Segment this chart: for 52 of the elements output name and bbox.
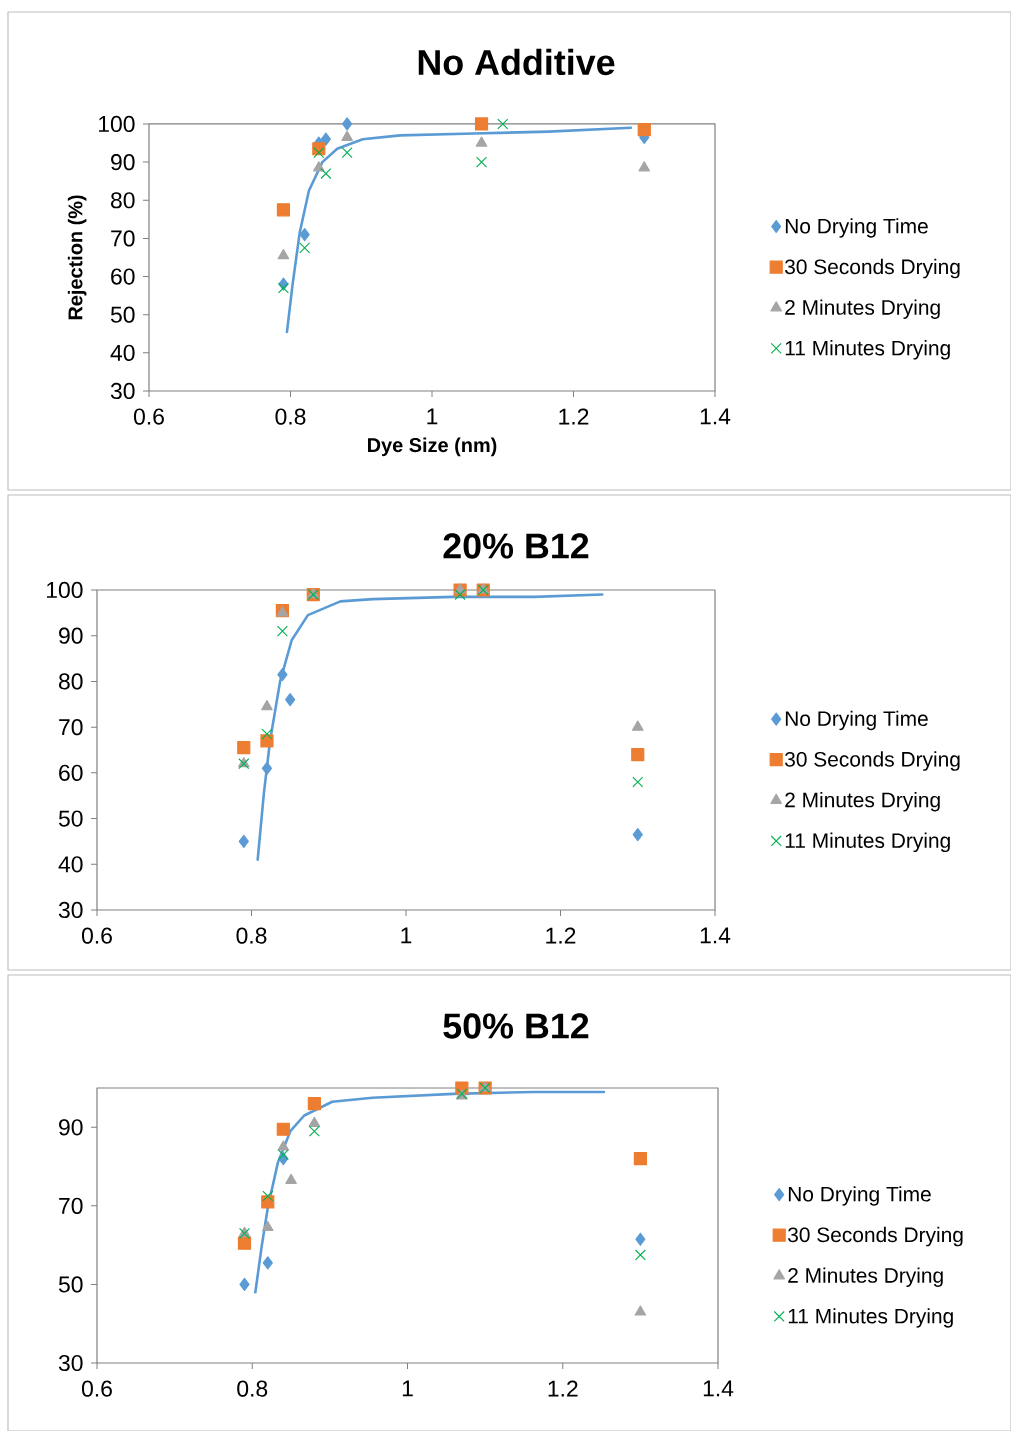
x-tick-label: 1.2 [559,408,589,425]
x-tick-label: 0.6 [81,1380,112,1397]
y-tick-label: 50 [58,810,83,827]
y-tick-label: 70 [59,1197,83,1214]
x-tick-label: 1 [401,927,412,944]
x-tick-label: 0.8 [236,927,267,944]
y-tick-label: 50 [58,1276,83,1293]
x-tick-label: 0.6 [81,927,112,944]
y-axis-title: Rejection (%) [67,195,87,320]
y-tick-label: 90 [59,627,83,644]
y-tick-label: 30 [58,901,83,919]
chart-title: No Additive [418,48,615,76]
y-tick-label: 100 [47,581,83,599]
y-tick-label: 70 [111,230,135,247]
legend-label: 30 Seconds Drying [784,751,960,771]
x-tick-label: 1.4 [700,927,731,944]
legend-label: 11 Minutes Drying [785,832,950,853]
legend-label: 30 Seconds Drying [784,258,960,279]
x-tick-label: 1.2 [546,927,576,944]
legend-label: No Drying Time [785,710,928,731]
y-tick-label: 70 [59,719,83,736]
y-tick-label: 80 [110,192,135,209]
y-tick-label: 60 [59,764,83,781]
x-tick-label: 1.4 [703,1380,734,1397]
legend-label: No Drying Time [785,218,928,238]
y-tick-label: 60 [111,268,135,285]
legend-label: 11 Minutes Drying [785,340,950,360]
y-tick-label: 30 [110,382,135,400]
x-tick-label: 0.6 [133,408,164,425]
x-tick-label: 1.2 [548,1380,578,1397]
y-tick-label: 80 [58,673,83,690]
legend-label: No Drying Time [788,1186,931,1206]
legend-label: 2 Minutes Drying [785,299,940,319]
y-tick-label: 40 [58,856,83,873]
legend-label: 2 Minutes Drying [785,791,940,812]
y-tick-label: 100 [99,115,135,133]
y-tick-label: 40 [110,344,135,361]
chart-title: 50% B12 [443,1013,589,1039]
x-axis-title: Dye Size (nm) [368,437,497,457]
x-tick-label: 1 [402,1380,413,1397]
y-tick-label: 90 [111,154,135,171]
y-tick-label: 50 [110,306,135,323]
y-tick-label: 30 [58,1354,83,1372]
x-tick-label: 1.4 [700,408,731,425]
legend-label: 2 Minutes Drying [788,1267,943,1287]
x-tick-label: 0.8 [275,408,306,425]
legend-label: 11 Minutes Drying [788,1308,953,1328]
chart-title: 20% B12 [443,533,589,559]
x-tick-label: 1 [427,408,438,425]
y-tick-label: 90 [59,1119,83,1136]
legend-label: 30 Seconds Drying [787,1226,963,1247]
x-tick-label: 0.8 [237,1380,268,1397]
